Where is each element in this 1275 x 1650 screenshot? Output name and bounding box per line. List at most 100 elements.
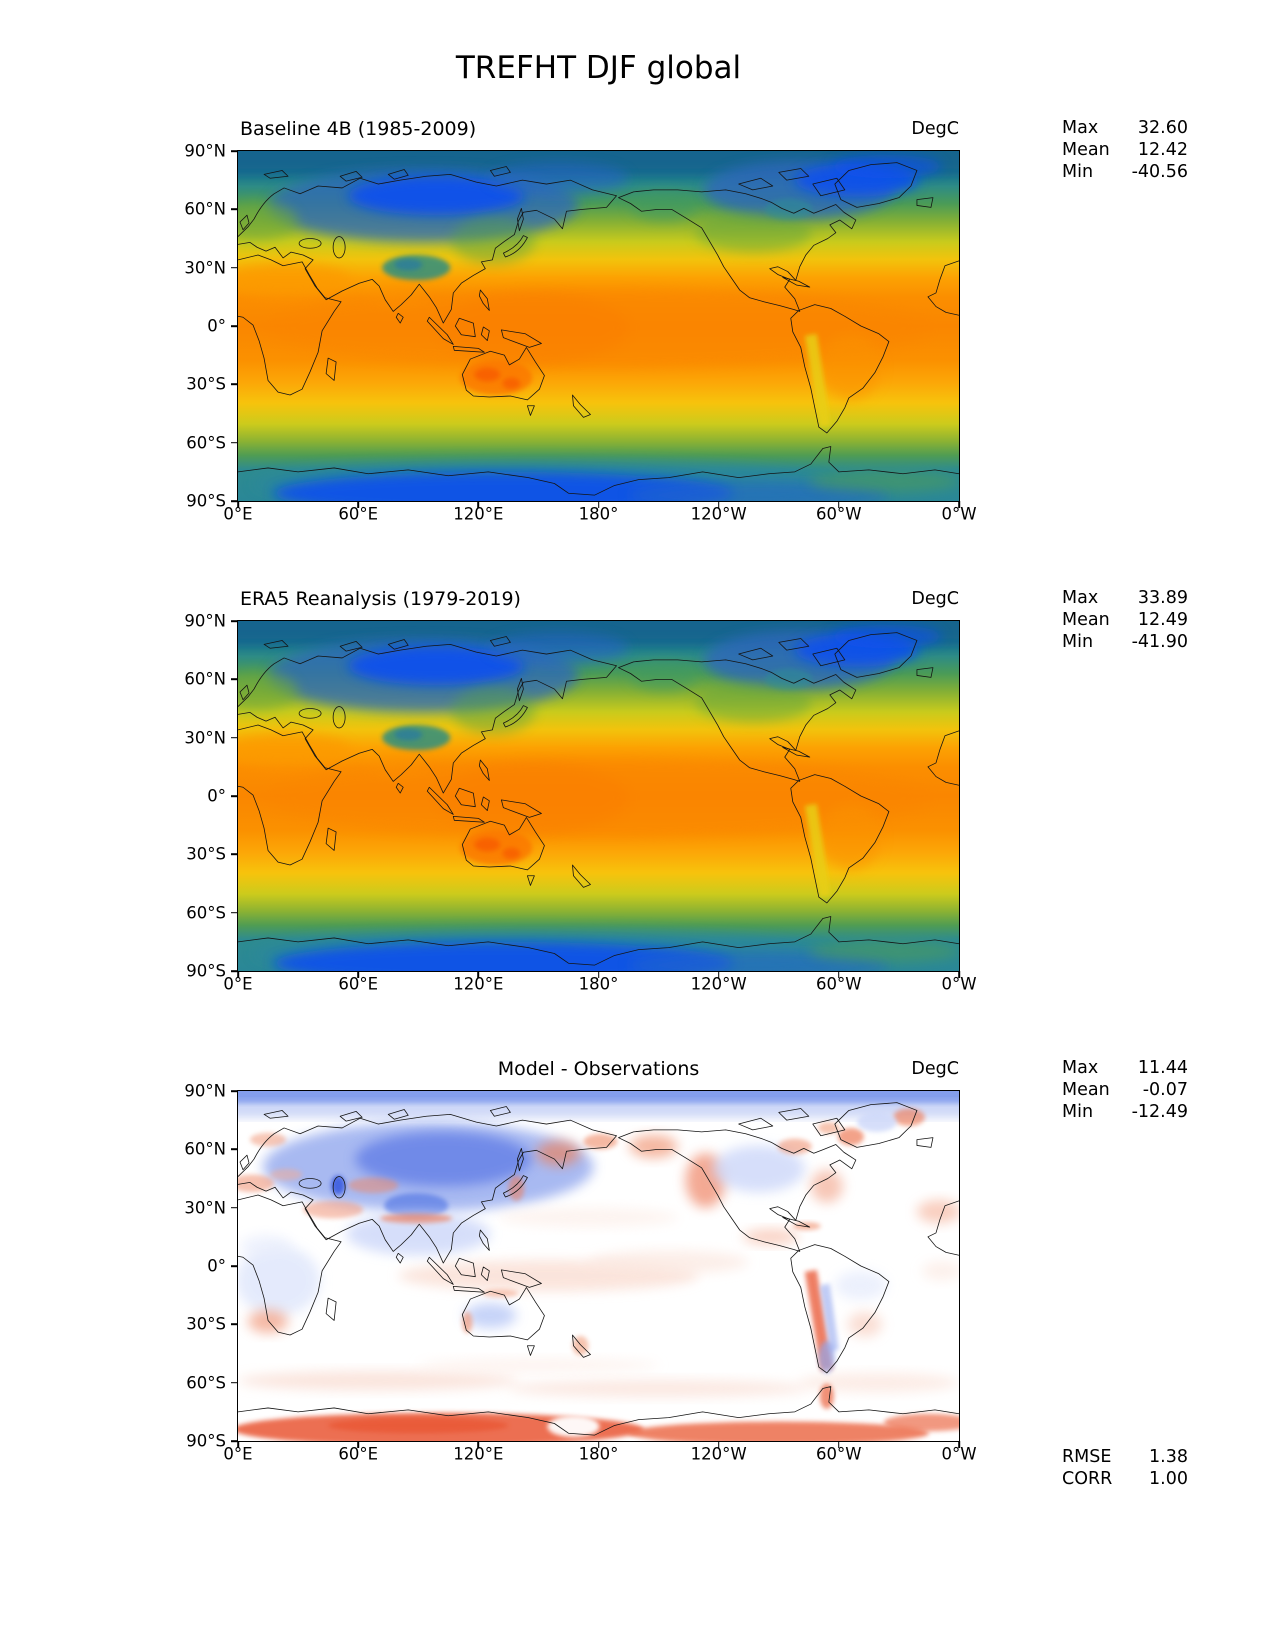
y-tick-mark (231, 795, 238, 797)
x-tick-label: 120°E (453, 1444, 504, 1464)
stat-value: -12.49 (1131, 1102, 1188, 1122)
y-tick-label: 30°S (186, 374, 226, 394)
x-tick-mark (958, 501, 960, 508)
metrics-block: RMSE 1.38 CORR 1.00 (1062, 1446, 1188, 1490)
y-tick-label: 90°N (184, 1081, 226, 1101)
stat-label: Max (1062, 588, 1099, 608)
y-tick-mark (231, 1206, 238, 1209)
y-tick-mark (231, 1440, 238, 1442)
y-tick-label: 0° (207, 316, 226, 336)
stat-row: Max 33.89 (1062, 587, 1188, 609)
y-tick-label: 90°S (186, 491, 226, 511)
x-tick-label: 180° (578, 1444, 619, 1464)
x-tick-mark (237, 1441, 239, 1448)
y-tick-label: 60°N (184, 669, 226, 689)
x-tick-mark (717, 1441, 720, 1448)
units-label: DegC (911, 589, 959, 609)
panel-header-era5: ERA5 Reanalysis (1979-2019) DegC (237, 582, 960, 610)
x-tick-label: 120°W (690, 1444, 747, 1464)
x-tick-label: 180° (578, 974, 619, 994)
y-tick-mark (231, 1323, 238, 1326)
x-tick-mark (597, 501, 600, 508)
metric-row: CORR 1.00 (1062, 1468, 1188, 1490)
y-tick-label: 30°S (186, 844, 226, 864)
y-tick-mark (231, 500, 238, 502)
y-tick-label: 90°S (186, 961, 226, 981)
y-tick-mark (231, 1265, 238, 1267)
x-tick-mark (717, 501, 720, 508)
stat-row: Mean 12.49 (1062, 609, 1188, 631)
map-baseline-4b: 0°E 60°E 120°E 180° 120°W 60°W 0°W 90°N 60°N 30°N… (184, 142, 976, 524)
x-tick-mark (477, 501, 480, 508)
stat-row: Mean -0.07 (1062, 1079, 1188, 1101)
x-tick-label: 180° (578, 504, 619, 524)
x-tick-label: 0°E (223, 504, 253, 524)
x-tick-mark (357, 501, 359, 508)
y-tick-mark (231, 736, 238, 739)
metric-value: 1.00 (1149, 1469, 1188, 1489)
x-tick-label: 120°W (690, 504, 747, 524)
metric-row: RMSE 1.38 (1062, 1446, 1188, 1468)
stat-row: Max 32.60 (1062, 117, 1188, 139)
x-tick-mark (237, 501, 239, 508)
y-tick-mark (231, 911, 238, 914)
y-tick-mark (231, 325, 238, 327)
x-tick-mark (597, 1441, 600, 1448)
stat-label: Max (1062, 1058, 1099, 1078)
stats-block-era5: Max 33.89 Mean 12.49 Min -41.90 (1062, 587, 1188, 653)
y-tick-label: 90°S (186, 1431, 226, 1451)
stat-label: Mean (1062, 1080, 1110, 1100)
y-tick-label: 0° (207, 1256, 226, 1276)
y-tick-mark (231, 1090, 238, 1092)
x-tick-label: 0°E (223, 974, 253, 994)
stat-label: Min (1062, 162, 1094, 182)
x-tick-mark (477, 971, 480, 978)
y-tick-mark (231, 1148, 238, 1151)
x-tick-mark (958, 971, 960, 978)
stat-row: Min -12.49 (1062, 1101, 1188, 1123)
y-tick-mark (231, 266, 238, 269)
x-tick-mark (477, 1441, 480, 1448)
y-tick-label: 60°S (186, 1373, 226, 1393)
x-tick-label: 60°E (338, 1444, 378, 1464)
x-tick-mark (237, 971, 239, 978)
y-tick-mark (231, 678, 238, 681)
x-tick-mark (838, 971, 840, 978)
y-tick-label: 30°N (184, 258, 226, 278)
map-image (238, 151, 959, 501)
y-tick-label: 0° (207, 786, 226, 806)
stat-value: 12.49 (1137, 610, 1188, 630)
stat-row: Min -41.90 (1062, 631, 1188, 653)
panel-title: ERA5 Reanalysis (1979-2019) (240, 588, 521, 610)
y-tick-label: 30°N (184, 1198, 226, 1218)
x-tick-mark (958, 1441, 960, 1448)
y-tick-label: 60°S (186, 433, 226, 453)
metric-value: 1.38 (1149, 1447, 1188, 1467)
units-label: DegC (911, 1059, 959, 1079)
y-tick-mark (231, 970, 238, 972)
map-era5-reanalysis: 0°E 60°E 120°E 180° 120°W 60°W 0°W 90°N 60°N 30°N… (184, 612, 976, 994)
map-image (238, 621, 959, 971)
panel-header-baseline: Baseline 4B (1985-2009) DegC (237, 112, 960, 140)
y-tick-label: 30°N (184, 728, 226, 748)
stat-value: 11.44 (1137, 1058, 1188, 1078)
x-tick-label: 120°E (453, 974, 504, 994)
x-tick-label: 120°E (453, 504, 504, 524)
stat-value: -41.90 (1131, 632, 1188, 652)
units-label: DegC (911, 119, 959, 139)
map-image (238, 1091, 959, 1441)
x-tick-label: 60°E (338, 974, 378, 994)
stat-value: 12.42 (1137, 140, 1188, 160)
stat-value: 32.60 (1137, 118, 1188, 138)
x-tick-mark (357, 1441, 359, 1448)
y-tick-label: 30°S (186, 1314, 226, 1334)
panel-header-difference: Model - Observations DegC (237, 1052, 960, 1080)
y-tick-mark (231, 853, 238, 856)
stat-label: Min (1062, 632, 1094, 652)
x-tick-label: 0°W (941, 974, 977, 994)
stat-label: Mean (1062, 610, 1110, 630)
stat-row: Max 11.44 (1062, 1057, 1188, 1079)
x-tick-mark (717, 971, 720, 978)
x-tick-mark (838, 1441, 840, 1448)
